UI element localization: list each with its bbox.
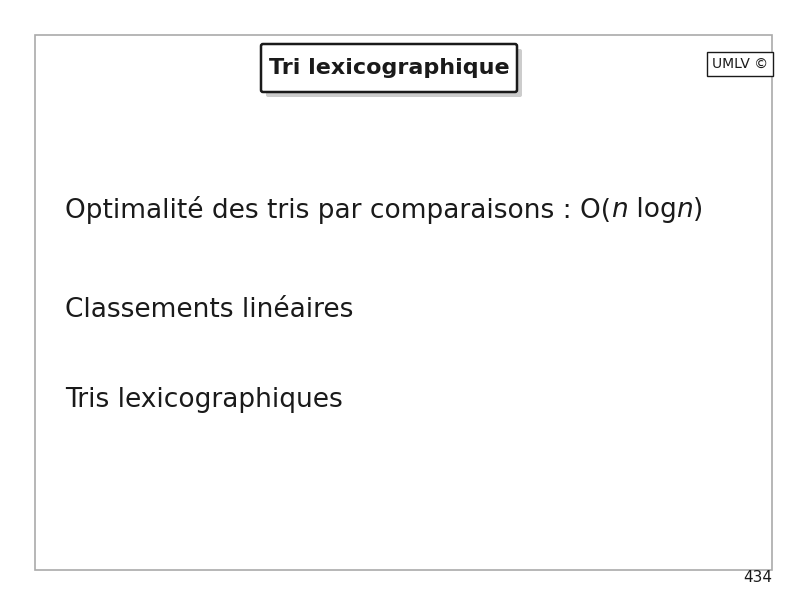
Text: Optimalité des tris par comparaisons : O(: Optimalité des tris par comparaisons : O… [65, 196, 611, 224]
Bar [35, 35, 772, 570]
Text: log: log [628, 197, 676, 223]
Text: UMLV ©: UMLV © [712, 57, 768, 71]
Text: Tris lexicographiques: Tris lexicographiques [65, 387, 343, 413]
Text: ): ) [693, 197, 704, 223]
Text: n: n [611, 197, 628, 223]
Text: 434: 434 [743, 570, 772, 585]
Text: Classements linéaires: Classements linéaires [65, 297, 353, 323]
Text: n: n [676, 197, 693, 223]
Text: Tri lexicographique: Tri lexicographique [269, 58, 509, 78]
FancyBboxPatch shape [266, 49, 522, 97]
FancyBboxPatch shape [261, 44, 517, 92]
